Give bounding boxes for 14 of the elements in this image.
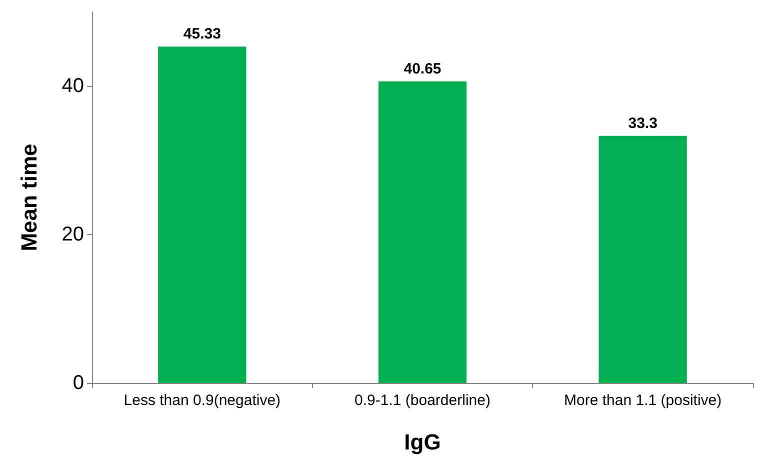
y-tick-label: 0	[72, 372, 84, 394]
data-label: 45.33	[183, 26, 221, 43]
data-label: 33.3	[628, 114, 658, 132]
y-tick-label: 20	[62, 224, 84, 246]
y-axis-title: Mean time	[16, 144, 42, 252]
bar	[378, 81, 467, 383]
y-tick-label: 40	[62, 75, 84, 98]
x-tick-label: Less than 0.9(negative)	[124, 392, 281, 409]
bar	[158, 46, 246, 383]
x-axis-title: IgG	[404, 430, 441, 454]
x-tick-label: 0.9-1.1 (boarderline)	[354, 392, 490, 409]
bar	[598, 136, 687, 383]
data-label: 40.65	[404, 60, 442, 78]
x-tick-label: More than 1.1 (positive)	[564, 392, 722, 409]
